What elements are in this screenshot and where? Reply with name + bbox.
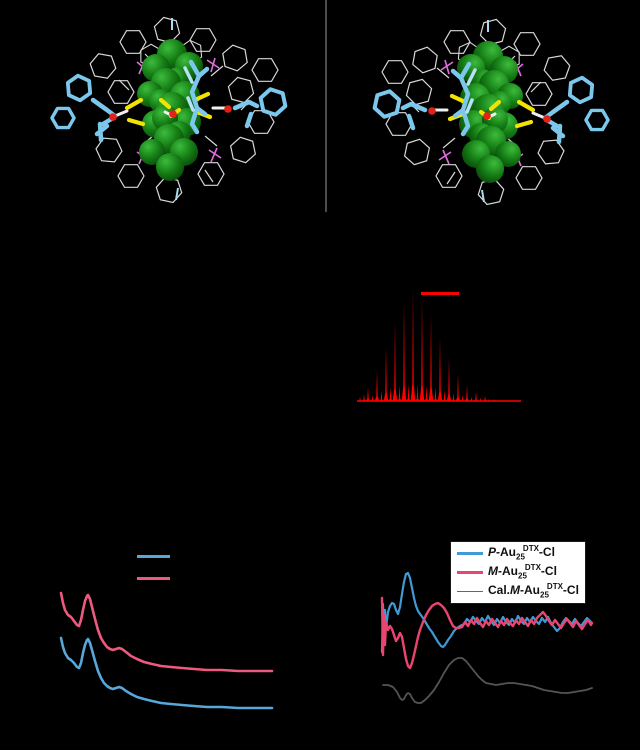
- maldi-spectrum-peak: [486, 399, 492, 401]
- cd-legend-swatch-gray: [457, 590, 483, 593]
- maldi-spectrum-peak: [383, 346, 389, 401]
- maldi-spectrum-peak: [379, 391, 384, 401]
- maldi-spectrum-peak: [446, 357, 452, 401]
- maldi-spectrum-peak: [437, 336, 443, 401]
- maldi-spectrum-peak: [433, 387, 438, 401]
- absorption-legend-swatch-blue: [137, 555, 170, 558]
- maldi-spectrum-peak: [424, 385, 429, 401]
- maldi-spectrum-peak: [374, 371, 380, 401]
- maldi-spectrum-peak: [455, 374, 461, 401]
- maldi-spectrum-peak: [478, 398, 483, 401]
- maldi-spectrum-peak: [428, 313, 434, 401]
- cd-plot-series-Cal.M-Au25DTX-Cl: [382, 657, 593, 704]
- cd-legend-label-p: P-Au25DTX-Cl: [488, 544, 555, 562]
- cd-legend-label-cal-m: Cal.M-Au25DTX-Cl: [488, 582, 579, 600]
- cd-legend-label-m: M-Au25DTX-Cl: [488, 563, 557, 581]
- maldi-spectrum-peak: [365, 387, 371, 401]
- maldi-spectrum-peak: [357, 397, 363, 401]
- maldi-legend-swatch: [421, 292, 459, 295]
- absorption-plot-series-blue-lower-trace: [59, 636, 274, 710]
- maldi-spectrum-peak: [464, 385, 470, 401]
- maldi-spectrum-peak: [442, 390, 447, 401]
- maldi-spectrum-peak: [406, 384, 411, 401]
- maldi-spectrum-peak: [460, 395, 465, 401]
- maldi-spectrum-peak: [410, 287, 416, 401]
- panel-divider: [325, 0, 327, 212]
- maldi-spectrum-peak: [401, 300, 407, 401]
- cd-legend-item-m: M-Au25DTX-Cl: [457, 563, 581, 582]
- maldi-spectrum-peak: [419, 297, 425, 401]
- maldi-spectrum-peak: [392, 321, 398, 401]
- maldi-spectrum-peak: [388, 387, 393, 401]
- cd-legend-item-p: P-Au25DTX-Cl: [457, 544, 581, 563]
- cd-plot-series-M-Au25DTX-Cl: [380, 596, 594, 670]
- maldi-spectrum-peak: [491, 399, 497, 401]
- maldi-spectrum-peak: [469, 397, 474, 401]
- cd-legend-swatch-pink: [457, 571, 483, 574]
- maldi-spectrum-peak: [473, 392, 479, 401]
- maldi-spectrum-peak: [482, 396, 488, 401]
- maldi-spectrum-peak: [397, 385, 402, 401]
- maldi-spectrum-peak: [370, 395, 375, 401]
- maldi-spectrum-peak: [451, 393, 456, 401]
- maldi-spectrum-peak: [361, 394, 367, 401]
- cd-legend-item-cal-m: Cal.M-Au25DTX-Cl: [457, 582, 581, 601]
- cd-legend-box: P-Au25DTX-Cl M-Au25DTX-Cl Cal.M-Au25DTX-…: [450, 541, 586, 604]
- absorption-plot-series-pink-upper-trace: [59, 591, 274, 673]
- cd-legend-swatch-blue: [457, 552, 483, 555]
- absorption-legend-swatch-pink: [137, 577, 170, 580]
- maldi-spectrum-peak: [415, 384, 420, 401]
- cd-plot-series-P-Au25DTX-Cl: [380, 571, 594, 654]
